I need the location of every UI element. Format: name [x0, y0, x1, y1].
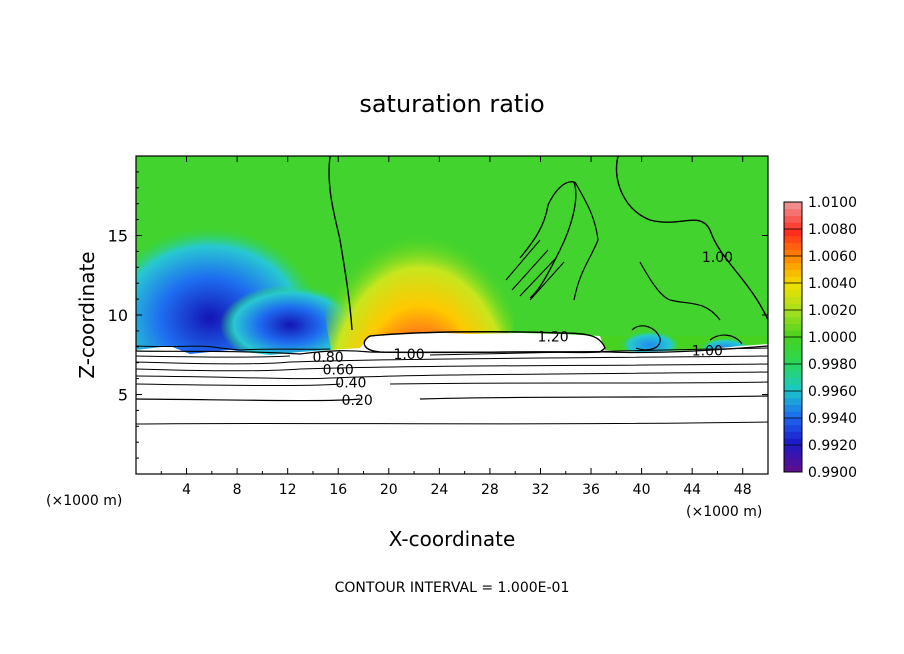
- colorbar-cell: [784, 424, 802, 432]
- colorbar-cell: [784, 404, 802, 412]
- contour-label: 0.80: [313, 350, 344, 366]
- colorbar-cell: [784, 276, 802, 284]
- contour-label: 1.00: [393, 347, 424, 363]
- colorbar-cell: [784, 397, 802, 405]
- colorbar-cell: [784, 465, 802, 473]
- colorbar-cell: [784, 222, 802, 230]
- colorbar-cell: [784, 296, 802, 304]
- colorbar-cell: [784, 256, 802, 264]
- colorbar-cell: [784, 411, 802, 419]
- y-tick-label: 10: [108, 306, 128, 325]
- y-tick-label: 15: [108, 227, 128, 246]
- x-axis-label: X-coordinate: [389, 527, 516, 551]
- contour-label: 1.00: [692, 344, 723, 360]
- x-tick-label: 16: [329, 482, 347, 498]
- colorbar-tick-label: 0.9960: [808, 384, 857, 400]
- x-tick-label: 12: [279, 482, 297, 498]
- contour-label: 1.20: [538, 329, 569, 345]
- contour-label: 0.40: [335, 375, 366, 391]
- x-tick-label: 36: [582, 482, 600, 498]
- contour-label: 1.00: [702, 250, 733, 266]
- x-tick-label: 44: [683, 482, 701, 498]
- colorbar-cell: [784, 215, 802, 223]
- colorbar-cell: [784, 384, 802, 392]
- colorbar-cell: [784, 377, 802, 385]
- colorbar-cell: [784, 350, 802, 358]
- colorbar-cell: [784, 229, 802, 237]
- y-axis-label: Z-coordinate: [75, 251, 99, 378]
- colorbar-cell: [784, 337, 802, 345]
- colorbar-cell: [784, 242, 802, 250]
- colorbar-tick-label: 1.0000: [808, 330, 857, 346]
- colorbar-cell: [784, 343, 802, 351]
- x-tick-label: 4: [182, 482, 191, 498]
- colorbar-cell: [784, 445, 802, 453]
- x-tick-label: 20: [380, 482, 398, 498]
- plot-area: 0.20 0.400.600.80 1.00 1.20 1.00 1.00: [136, 156, 768, 474]
- colorbar-tick-label: 0.9920: [808, 438, 857, 454]
- colorbar-cell: [784, 364, 802, 372]
- contour-interval-note: CONTOUR INTERVAL = 1.000E-01: [335, 580, 570, 596]
- colorbar-cell: [784, 202, 802, 210]
- colorbar-cell: [784, 431, 802, 439]
- colorbar-cell: [784, 458, 802, 466]
- colorbar-cell: [784, 370, 802, 378]
- x-unit-left: (×1000 m): [46, 493, 122, 509]
- colorbar-tick-label: 0.9980: [808, 357, 857, 373]
- colorbar-cell: [784, 323, 802, 331]
- cloud-white-region: [136, 332, 768, 474]
- colorbar-tick-label: 1.0040: [808, 276, 857, 292]
- colorbar-cell: [784, 208, 802, 216]
- colorbar-cell: [784, 249, 802, 257]
- colorbar-tick-label: 1.0080: [808, 222, 857, 238]
- colorbar-tick-label: 0.9900: [808, 465, 857, 481]
- colorbar-cell: [784, 269, 802, 277]
- colorbar-tick-label: 1.0060: [808, 249, 857, 265]
- colorbar-cell: [784, 303, 802, 311]
- colorbar-tick-label: 1.0100: [808, 195, 857, 211]
- colorbar-cell: [784, 391, 802, 399]
- colorbar-cell: [784, 316, 802, 324]
- x-tick-label: 8: [233, 482, 242, 498]
- x-tick-label: 40: [633, 482, 651, 498]
- colorbar-cell: [784, 451, 802, 459]
- x-tick-label: 32: [532, 482, 550, 498]
- contour-labels: 0.20 0.400.600.80 1.00 1.20 1.00 1.00: [313, 250, 733, 409]
- colorbar-cell: [784, 283, 802, 291]
- x-tick-label: 28: [481, 482, 499, 498]
- colorbar-cell: [784, 438, 802, 446]
- contour-label: 0.60: [323, 363, 354, 379]
- colorbar-tick-label: 0.9940: [808, 411, 857, 427]
- x-tick-label: 48: [734, 482, 752, 498]
- colorbar-cell: [784, 289, 802, 297]
- chart-title: saturation ratio: [359, 90, 544, 118]
- dry-region-left-core: [220, 285, 360, 365]
- contour-lines: [136, 156, 768, 425]
- colorbar-tick-label: 1.0020: [808, 303, 857, 319]
- x-unit-right: (×1000 m): [686, 504, 762, 520]
- colorbar-cell: [784, 235, 802, 243]
- colorbar-cell: [784, 418, 802, 426]
- colorbar-cell: [784, 330, 802, 338]
- colorbar: 1.0100 1.0080 1.0060 1.0040 1.0020 1.0000 0.99…: [783, 195, 857, 481]
- colorbar-cell: [784, 262, 802, 270]
- x-tick-label: 24: [430, 482, 448, 498]
- y-axis: 5 10 15: [108, 171, 768, 459]
- x-axis: 4 8 12 16 20 24 28 32 36 40 44 48: [160, 156, 752, 498]
- contour-label: 0.20: [342, 393, 373, 409]
- colorbar-cell: [784, 357, 802, 365]
- y-tick-label: 5: [118, 386, 128, 405]
- colorbar-cell: [784, 310, 802, 318]
